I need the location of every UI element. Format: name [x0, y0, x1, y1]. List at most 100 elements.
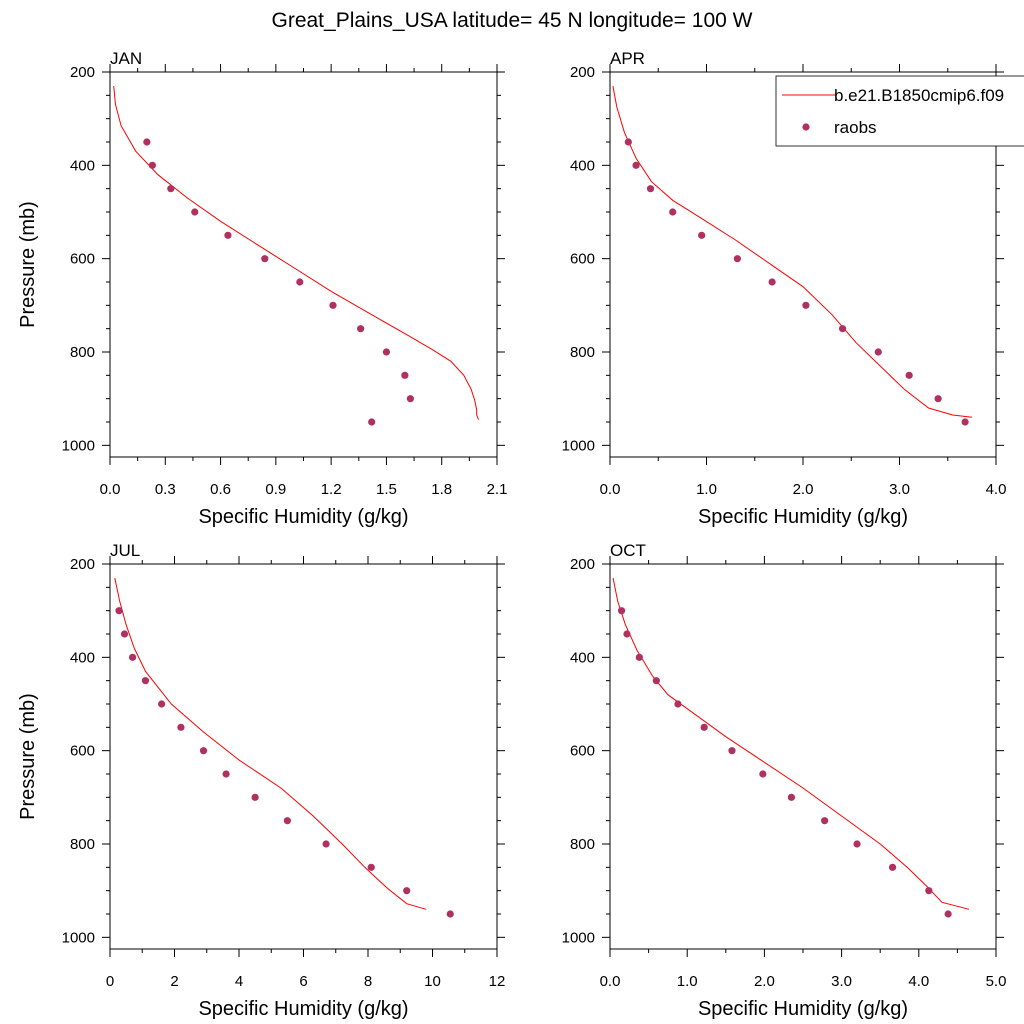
raobs-point	[934, 395, 942, 403]
raobs-point	[120, 630, 129, 638]
y-tick-label: 800	[570, 344, 595, 361]
x-axis-label: Specific Humidity (g/kg)	[698, 998, 908, 1020]
y-axis-label: Pressure (mb)	[17, 693, 39, 820]
raobs-point	[382, 348, 391, 356]
raobs-point	[838, 325, 847, 333]
x-tick-label: 2.0	[754, 973, 775, 990]
panel-label: JAN	[110, 49, 142, 68]
raobs-point	[329, 301, 337, 309]
y-tick-label: 600	[570, 743, 595, 760]
raobs-point	[787, 793, 796, 801]
x-tick-label: 5.0	[986, 973, 1007, 990]
raobs-point	[674, 700, 682, 708]
y-tick-label: 200	[570, 64, 595, 81]
x-tick-label: 1.0	[677, 973, 698, 990]
model-profile-line	[612, 577, 970, 910]
x-tick-label: 8	[364, 973, 372, 990]
raobs-point	[768, 278, 776, 286]
y-tick-label: 200	[70, 556, 95, 573]
x-tick-label: 0.0	[100, 481, 121, 498]
panel-label: APR	[610, 49, 645, 68]
y-tick-label: 800	[70, 836, 95, 853]
y-tick-label: 400	[70, 157, 95, 174]
raobs-point	[624, 138, 632, 146]
panel-label: OCT	[610, 541, 646, 560]
x-tick-label: 12	[489, 973, 506, 990]
panel-oct: OCT 0.0 1.0 2.0 3.0 4.0 5.0 200 400 600 800 1000 Spe…	[562, 541, 1007, 1020]
raobs-point	[821, 817, 829, 825]
raobs-point	[728, 747, 736, 755]
x-tick-label: 1.8	[431, 481, 452, 498]
y-tick-label: 400	[570, 157, 595, 174]
raobs-point	[802, 301, 810, 309]
x-tick-label: 0.9	[265, 481, 286, 498]
raobs-point	[905, 371, 913, 379]
raobs-point	[167, 185, 175, 193]
y-tick-label: 1000	[562, 437, 595, 454]
y-tick-label: 400	[570, 649, 595, 666]
x-tick-label: 0.0	[600, 481, 621, 498]
x-tick-label: 0	[106, 973, 114, 990]
y-tick-label: 400	[70, 649, 95, 666]
raobs-point	[733, 255, 741, 263]
raobs-point	[623, 630, 631, 638]
panel-label: JUL	[110, 541, 140, 560]
raobs-point	[635, 653, 643, 661]
y-tick-label: 600	[70, 251, 95, 268]
x-tick-label: 1.5	[376, 481, 397, 498]
x-tick-label: 3.0	[831, 973, 852, 990]
panel-jan: JAN 0.0 0.3 0.6 0.9 1.2 1.5 1.8 2.1 200 400 600 800 1…	[17, 49, 507, 528]
raobs-point	[888, 863, 897, 871]
raobs-point	[199, 747, 208, 755]
x-tick-label: 1.2	[321, 481, 342, 498]
raobs-point	[617, 607, 626, 615]
x-tick-label: 0.6	[210, 481, 231, 498]
x-tick-label: 4.0	[986, 481, 1007, 498]
raobs-point	[141, 677, 150, 685]
raobs-point	[874, 348, 882, 356]
raobs-point	[403, 887, 411, 895]
x-tick-label: 2.1	[487, 481, 508, 498]
raobs-point	[261, 255, 269, 263]
model-profile-line	[612, 85, 972, 418]
raobs-point	[406, 395, 414, 403]
x-tick-label: 2	[170, 973, 178, 990]
raobs-point	[698, 231, 706, 239]
raobs-point	[148, 161, 156, 169]
x-tick-label: 0.0	[600, 973, 621, 990]
raobs-point	[296, 278, 304, 286]
raobs-point	[446, 910, 454, 918]
raobs-point	[669, 208, 677, 216]
raobs-point	[700, 723, 708, 731]
raobs-point	[128, 653, 137, 661]
y-tick-label: 1000	[62, 929, 95, 946]
raobs-point	[143, 138, 151, 146]
legend-obs-marker	[802, 123, 810, 131]
raobs-point	[322, 840, 330, 848]
panels: JAN 0.0 0.3 0.6 0.9 1.2 1.5 1.8 2.1 200 400 600 800 1…	[17, 49, 1006, 1020]
figure-title: Great_Plains_USA latitude= 45 N longitud…	[272, 9, 753, 32]
x-axis-label: Specific Humidity (g/kg)	[698, 506, 908, 528]
legend-obs-label: raobs	[834, 118, 877, 137]
x-tick-label: 4	[235, 973, 243, 990]
panel-apr: APR 0.0 1.0 2.0 3.0 4.0 200 400 600 800 1000 Specif…	[562, 49, 1007, 528]
raobs-point	[251, 793, 259, 801]
y-axis-label: Pressure (mb)	[17, 201, 39, 328]
raobs-point	[961, 418, 969, 426]
x-tick-label: 6	[299, 973, 307, 990]
x-tick-label: 10	[424, 973, 441, 990]
x-axis-label: Specific Humidity (g/kg)	[198, 506, 408, 528]
x-tick-label: 2.0	[793, 481, 814, 498]
raobs-point	[646, 185, 655, 193]
raobs-point	[177, 723, 185, 731]
y-tick-label: 800	[70, 344, 95, 361]
raobs-point	[652, 677, 660, 685]
legend-box	[775, 75, 1024, 147]
raobs-point	[357, 325, 365, 333]
raobs-point	[158, 700, 166, 708]
raobs-point	[191, 208, 199, 216]
y-tick-label: 600	[570, 251, 595, 268]
x-tick-label: 1.0	[696, 481, 717, 498]
